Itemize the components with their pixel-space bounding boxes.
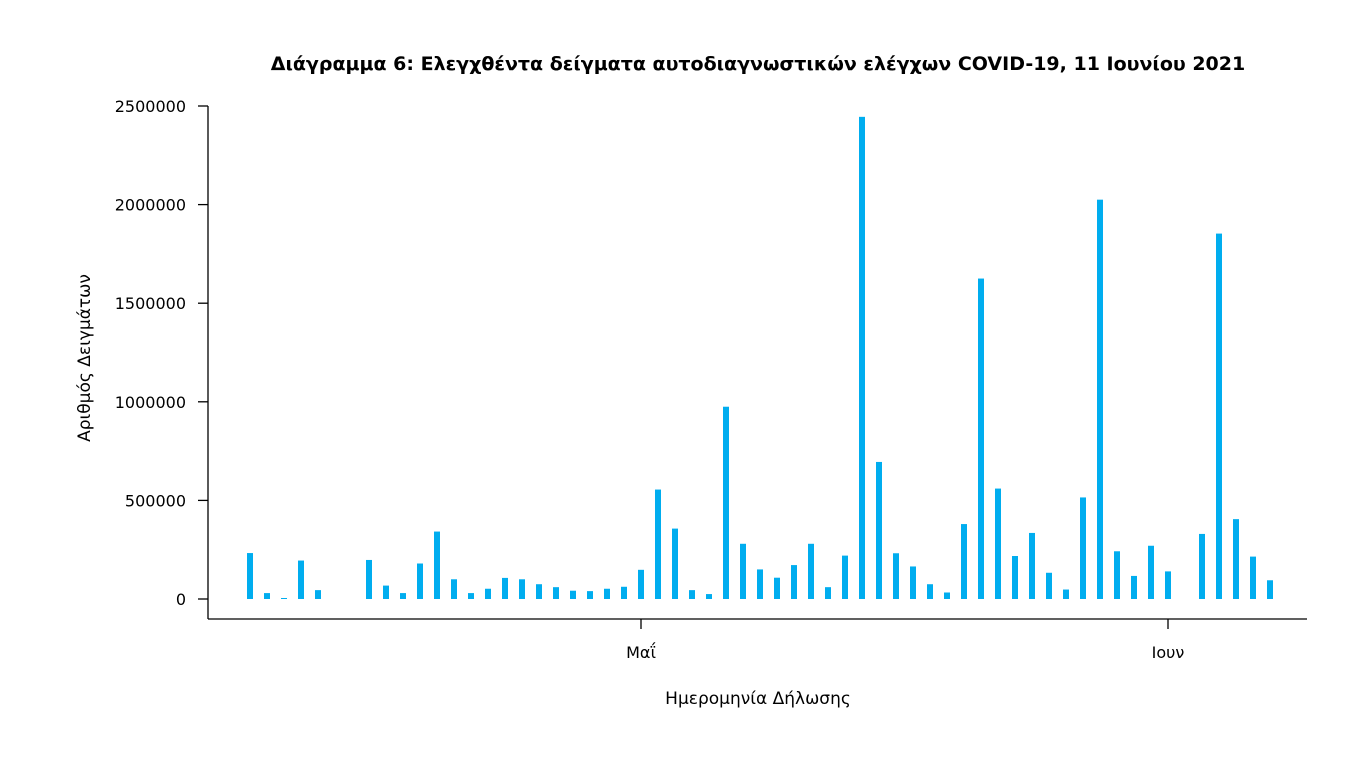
bar [1250, 556, 1256, 599]
bar [689, 590, 695, 599]
bar [451, 579, 457, 599]
chart-title: Διάγραμμα 6: Ελεγχθέντα δείγματα αυτοδια… [271, 53, 1245, 75]
bar [995, 488, 1001, 599]
bar [961, 524, 967, 599]
bar [383, 585, 389, 599]
y-tick-label: 2000000 [115, 196, 186, 215]
bar [570, 590, 576, 599]
bar [1267, 580, 1273, 599]
bar [417, 563, 423, 599]
bar [485, 588, 491, 599]
bar [1165, 571, 1171, 599]
bar [927, 584, 933, 599]
bar [910, 566, 916, 599]
y-axis-label: Αριθμός Δειγμάτων [75, 274, 95, 442]
bar [604, 588, 610, 599]
bar [808, 543, 814, 599]
x-tick-label: Ιουν [1152, 643, 1185, 662]
bar [655, 489, 661, 599]
bar [740, 543, 746, 599]
bar [621, 586, 627, 599]
bar [1199, 533, 1205, 599]
bar [791, 565, 797, 599]
y-tick-label: 2500000 [115, 97, 186, 116]
bar [1131, 575, 1137, 599]
bar [893, 553, 899, 599]
y-tick-label: 1500000 [115, 294, 186, 313]
bar [536, 584, 542, 599]
bar [298, 560, 304, 599]
bar [978, 278, 984, 599]
x-axis-label: Ημερομηνία Δήλωσης [665, 689, 851, 709]
bar [944, 592, 950, 599]
bar [315, 590, 321, 599]
bar [400, 593, 406, 599]
bar [1148, 545, 1154, 599]
bar [1233, 519, 1239, 599]
y-ticks: 0 500000 1000000 1500000 2000000 2500000 [115, 97, 208, 609]
bar [519, 579, 525, 599]
bar [672, 528, 678, 599]
bar [876, 461, 882, 599]
y-tick-label: 1000000 [115, 393, 186, 412]
bar [264, 593, 270, 599]
bar [587, 591, 593, 599]
bar [553, 587, 559, 599]
bar [502, 577, 508, 599]
bar [842, 555, 848, 599]
bar [1029, 532, 1035, 599]
x-tick-label: Μαΐ [626, 642, 656, 662]
bar [434, 531, 440, 599]
y-tick-label: 500000 [125, 491, 186, 510]
bar [774, 577, 780, 599]
bar [1080, 497, 1086, 599]
bar [723, 406, 729, 599]
bars [247, 116, 1273, 600]
bar [825, 587, 831, 599]
bar [1097, 199, 1103, 600]
y-tick-label: 0 [176, 590, 186, 609]
bar [1012, 556, 1018, 599]
bar [706, 594, 712, 599]
bar [468, 593, 474, 599]
bar [1114, 551, 1120, 599]
bar [638, 569, 644, 599]
bar [1063, 589, 1069, 599]
bar [247, 553, 253, 599]
bar [1046, 572, 1052, 599]
bar [1216, 233, 1222, 600]
bar [859, 116, 865, 599]
bar [281, 598, 287, 599]
bar [757, 569, 763, 599]
x-ticks: Μαΐ Ιουν [626, 619, 1184, 662]
bar [366, 559, 372, 599]
